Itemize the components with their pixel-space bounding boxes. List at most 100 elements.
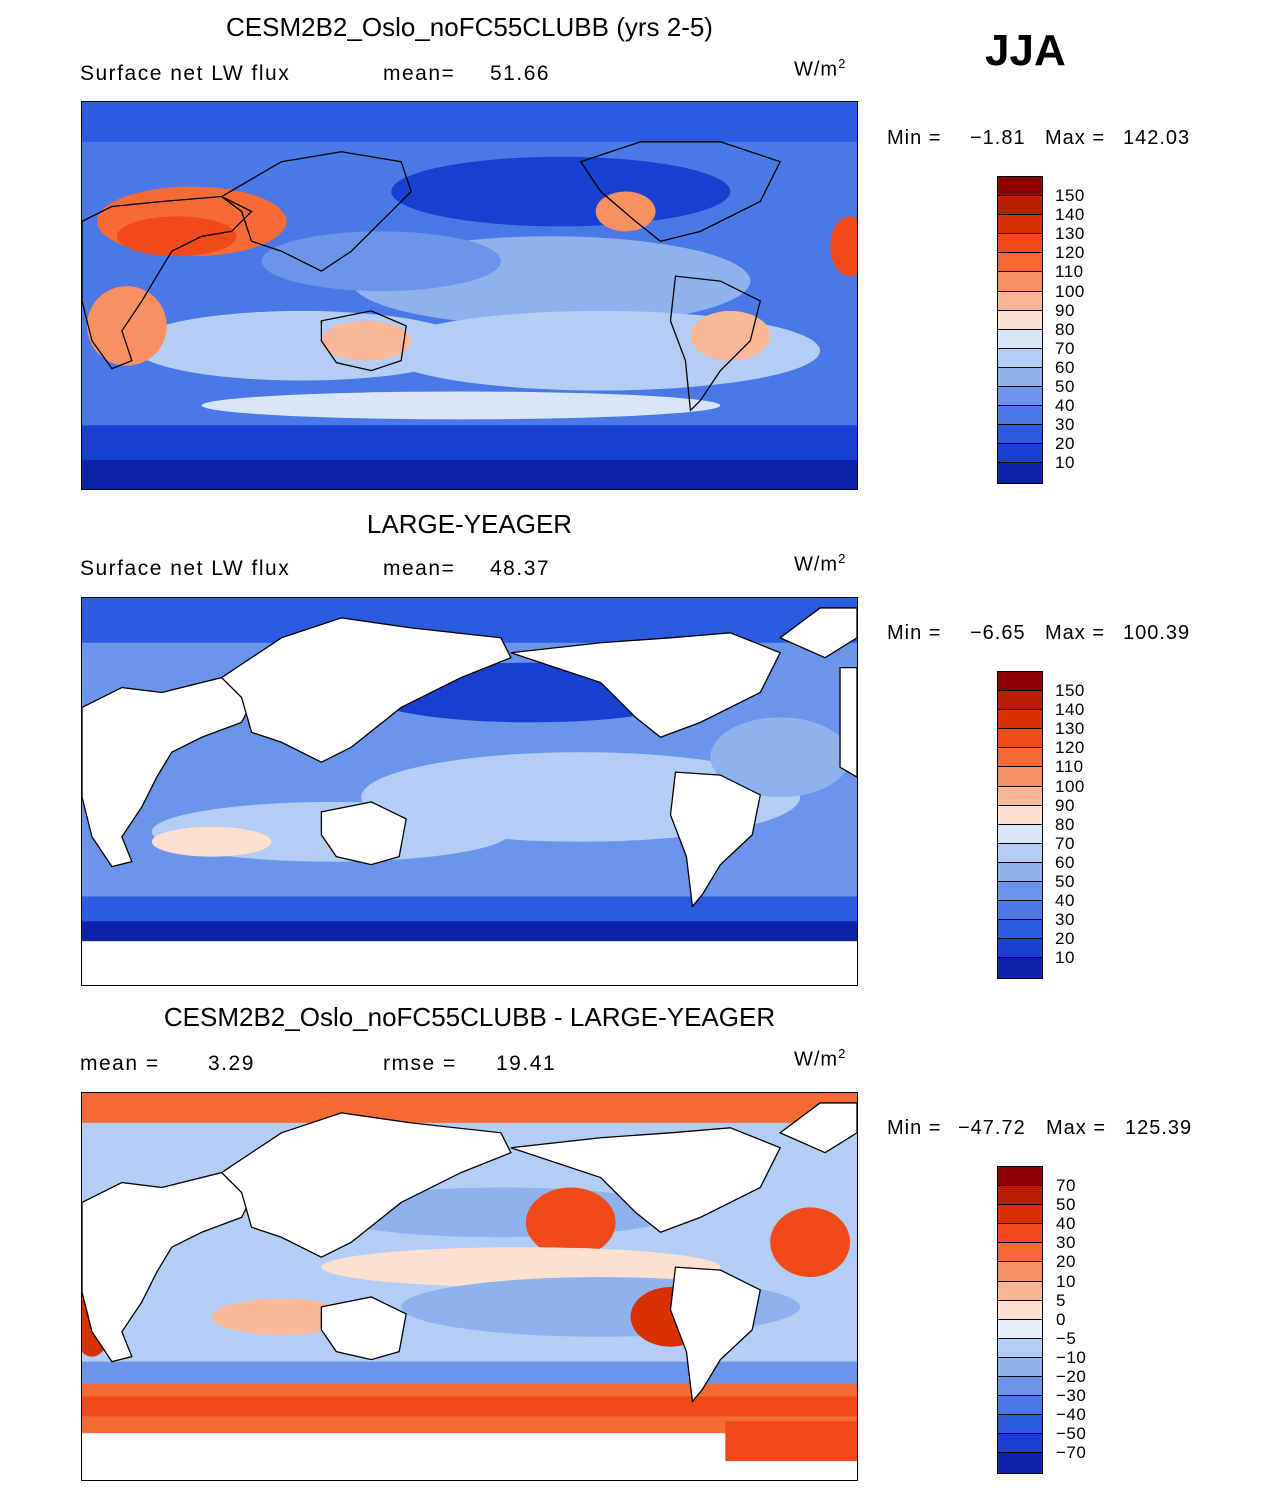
colorbar-swatch <box>998 901 1042 921</box>
colorbar-tick-label: 30 <box>1056 1233 1076 1253</box>
colorbar-swatch <box>998 1338 1042 1358</box>
panel2-madagascar-warm <box>151 826 272 857</box>
panel3-min-value: −47.72 <box>958 1117 1026 1139</box>
season-label: JJA <box>985 26 1066 75</box>
colorbar-tick-label: 0 <box>1056 1309 1066 1329</box>
colorbar-swatch <box>998 672 1042 692</box>
colorbar-tick-label: 30 <box>1055 910 1075 930</box>
panel3-units-base: W/m <box>794 1048 839 1071</box>
panel1-sahara-core <box>116 216 237 257</box>
panel1-min-value: −1.81 <box>970 127 1026 149</box>
colorbar-tick-label: 50 <box>1056 1195 1076 1215</box>
colorbar-swatch <box>998 958 1042 978</box>
colorbar-tick-label: 110 <box>1055 757 1084 777</box>
colorbar-swatch <box>998 425 1042 445</box>
panel2-land <box>82 607 857 908</box>
panel1-units: W/m2 <box>794 56 846 82</box>
panel2-map-svg <box>82 598 857 985</box>
colorbar-swatch <box>998 767 1042 787</box>
panel2-max-label: Max = <box>1045 622 1106 644</box>
colorbar-swatch <box>998 729 1042 749</box>
colorbar-swatch <box>998 196 1042 216</box>
colorbar-swatch <box>998 805 1042 825</box>
colorbar-swatch <box>998 1205 1042 1225</box>
panel2-units: W/m2 <box>794 551 846 577</box>
panel3-rmse-value: 19.41 <box>496 1052 557 1075</box>
colorbar-tick-label: 20 <box>1055 434 1075 454</box>
colorbar-swatch <box>998 843 1042 863</box>
colorbar-swatch <box>998 824 1042 844</box>
colorbar-tick-label: 150 <box>1055 186 1085 205</box>
colorbar-tick-label: 80 <box>1055 319 1075 339</box>
panel3-land <box>82 1102 857 1403</box>
panel3-california-warm <box>525 1187 616 1258</box>
panel3-weddell-warm <box>725 1421 857 1462</box>
panel1-max-value: 142.03 <box>1123 127 1191 149</box>
colorbar-tick-label: −20 <box>1056 1367 1087 1386</box>
colorbar-swatch <box>998 786 1042 806</box>
panel1-npacific-low <box>391 156 731 227</box>
colorbar-tick-label: 70 <box>1055 338 1075 358</box>
panel1-mean-value: 51.66 <box>490 62 551 85</box>
colorbar-tick-label: 130 <box>1055 719 1085 739</box>
colorbar-swatch <box>998 387 1042 407</box>
colorbar-tick-label: 10 <box>1055 948 1075 968</box>
colorbar-swatch <box>998 1262 1042 1282</box>
colorbar-swatch <box>998 1167 1042 1187</box>
panel2-max-value: 100.39 <box>1123 622 1191 644</box>
colorbar-swatch <box>998 329 1042 349</box>
panel1-colorbar <box>997 176 1043 484</box>
panel2-mean-value: 48.37 <box>490 557 551 580</box>
panel3-map <box>81 1092 858 1481</box>
panel2-min-value: −6.65 <box>970 622 1026 644</box>
panel3-mean-label: mean = <box>80 1052 160 1075</box>
panel3-canary-warm <box>770 1207 851 1278</box>
panel1-arctic-band <box>82 102 857 142</box>
panel1-min-label: Min = <box>887 127 942 149</box>
panel1-variable-label: Surface net LW flux <box>80 62 291 85</box>
colorbar-tick-label: 60 <box>1055 357 1075 377</box>
colorbar-swatch <box>998 1281 1042 1301</box>
panel1-title: CESM2B2_Oslo_noFC55CLUBB (yrs 2-5) <box>226 12 713 42</box>
colorbar-swatch <box>998 1415 1042 1435</box>
panel2-units-base: W/m <box>794 553 839 576</box>
colorbar-swatch <box>998 310 1042 330</box>
panel3-max-label: Max = <box>1046 1117 1107 1139</box>
colorbar-swatch <box>998 920 1042 940</box>
colorbar-swatch <box>998 234 1042 254</box>
colorbar-tick-label: 40 <box>1055 891 1075 911</box>
colorbar-swatch <box>998 862 1042 883</box>
panel2-so-dark <box>82 921 857 942</box>
colorbar-tick-label: −40 <box>1056 1405 1087 1425</box>
panel1-map <box>81 101 858 490</box>
colorbar-swatch <box>998 291 1042 311</box>
panel1-safrica <box>86 286 167 366</box>
colorbar-tick-label: 140 <box>1055 205 1085 225</box>
colorbar-tick-label: 130 <box>1055 224 1085 244</box>
colorbar-tick-label: 10 <box>1056 1271 1076 1291</box>
colorbar-swatch <box>998 1186 1042 1206</box>
colorbar-swatch <box>998 1434 1042 1454</box>
panel2-variable-label: Surface net LW flux <box>80 557 291 580</box>
colorbar-tick-label: 50 <box>1055 377 1075 396</box>
panel3-equator-warm <box>321 1247 721 1287</box>
colorbar-swatch <box>998 1357 1042 1378</box>
colorbar-swatch <box>998 215 1042 235</box>
panel1-westpac <box>261 231 501 292</box>
colorbar-swatch <box>998 348 1042 368</box>
panel1-australia <box>321 320 412 361</box>
colorbar-swatch <box>998 1319 1042 1339</box>
colorbar-tick-label: 120 <box>1055 243 1085 263</box>
panel3-units-exp: 2 <box>838 1046 847 1061</box>
colorbar-tick-label: −30 <box>1056 1386 1087 1406</box>
colorbar-swatch <box>998 710 1042 730</box>
panel2-colorbar <box>997 671 1043 979</box>
colorbar-tick-label: 70 <box>1055 833 1075 853</box>
panel3-min-label: Min = <box>887 1117 942 1139</box>
panel3-title: CESM2B2_Oslo_noFC55CLUBB - LARGE-YEAGER <box>163 1002 776 1032</box>
panel1-coastlines <box>82 141 782 412</box>
panel2-map <box>81 597 858 986</box>
panel2-title: LARGE-YEAGER <box>366 509 573 539</box>
panel2-mean-label: mean= <box>383 557 456 580</box>
colorbar-swatch <box>998 177 1042 197</box>
